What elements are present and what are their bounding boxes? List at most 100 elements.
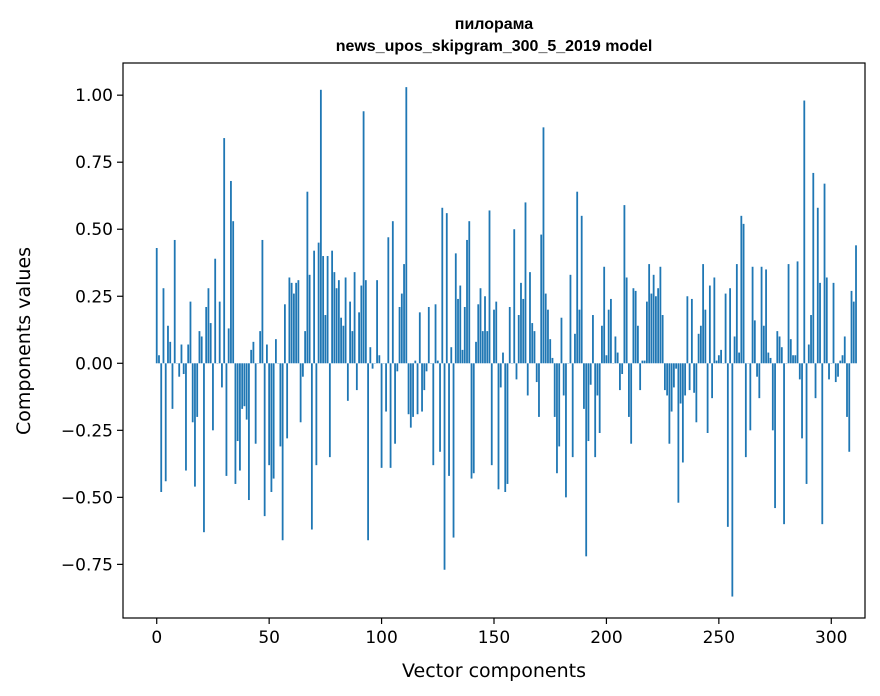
bar-186 <box>574 333 576 364</box>
bar-126 <box>439 363 441 452</box>
x-axis-ticks: 0 50 100 150 200 250 300 <box>151 618 847 648</box>
x-tick-label: 100 <box>365 628 397 648</box>
bar-100 <box>380 363 383 468</box>
bar-166 <box>529 272 531 364</box>
y-tick-label: 0.50 <box>75 220 113 240</box>
bar-184 <box>569 274 572 364</box>
bar-56 <box>281 363 284 541</box>
bar-13 <box>185 363 187 471</box>
bar-146 <box>484 296 486 364</box>
bar-154 <box>502 352 504 364</box>
bar-271 <box>765 269 767 364</box>
bar-124 <box>434 304 437 364</box>
bar-50 <box>268 363 271 466</box>
bar-20 <box>200 336 203 364</box>
bar-84 <box>344 277 347 364</box>
bar-4 <box>164 363 167 482</box>
bar-191 <box>585 363 588 557</box>
x-tick-label: 200 <box>590 628 622 648</box>
bar-77 <box>328 363 331 458</box>
bar-19 <box>198 331 201 364</box>
bar-26 <box>214 258 217 364</box>
bar-12 <box>182 363 185 375</box>
bar-133 <box>454 253 457 364</box>
bar-44 <box>254 363 257 444</box>
bar-301 <box>832 282 835 364</box>
bar-195 <box>594 363 597 458</box>
bar-293 <box>814 363 817 399</box>
bar-156 <box>506 363 509 484</box>
bar-94 <box>367 363 369 541</box>
bar-310 <box>852 301 855 364</box>
bar-11 <box>180 344 183 364</box>
bar-185 <box>571 363 574 458</box>
bar-258 <box>735 264 738 364</box>
bar-62 <box>295 282 298 364</box>
bar-269 <box>760 266 763 364</box>
bar-201 <box>607 309 610 364</box>
bar-82 <box>340 317 342 364</box>
bar-81 <box>337 280 340 364</box>
bar-148 <box>488 210 491 364</box>
bar-238 <box>690 298 693 364</box>
y-axis-label: Components values <box>13 247 35 435</box>
bar-232 <box>677 363 680 503</box>
bar-282 <box>789 339 792 364</box>
bar-285 <box>796 261 799 364</box>
bar-276 <box>776 331 779 364</box>
bar-63 <box>297 280 300 364</box>
bars-group <box>155 87 857 597</box>
bar-129 <box>445 213 448 364</box>
bar-39 <box>243 363 246 407</box>
bar-302 <box>834 363 837 383</box>
bar-83 <box>342 325 345 364</box>
bar-74 <box>322 256 325 364</box>
bar-267 <box>756 363 758 377</box>
bar-286 <box>798 363 801 380</box>
bar-287 <box>801 363 803 439</box>
bar-151 <box>495 301 498 364</box>
bar-288 <box>803 100 806 364</box>
bar-294 <box>816 207 819 364</box>
bar-65 <box>301 363 304 377</box>
bar-93 <box>364 280 367 364</box>
x-tick-label: 150 <box>478 628 510 648</box>
bar-181 <box>562 363 565 396</box>
bar-79 <box>333 272 336 364</box>
bar-198 <box>601 325 603 364</box>
bar-40 <box>245 363 248 420</box>
bar-270 <box>762 325 765 364</box>
bar-306 <box>843 336 846 364</box>
bar-222 <box>654 296 657 364</box>
bar-224 <box>659 266 662 364</box>
bar-216 <box>641 360 644 364</box>
bar-1 <box>158 355 160 364</box>
x-tick-label: 50 <box>258 628 280 648</box>
bar-61 <box>292 293 295 364</box>
bar-38 <box>241 363 244 409</box>
bar-152 <box>497 363 500 490</box>
bar-24 <box>209 323 212 364</box>
bar-179 <box>558 363 561 447</box>
bar-7 <box>171 363 174 409</box>
bar-169 <box>535 363 538 383</box>
bar-161 <box>517 315 520 364</box>
bar-189 <box>580 215 583 364</box>
bar-0 <box>155 248 158 364</box>
bar-199 <box>603 266 606 364</box>
bar-137 <box>463 306 466 364</box>
bar-251 <box>720 349 722 364</box>
bar-41 <box>248 363 250 501</box>
bar-52 <box>272 363 275 479</box>
bar-32 <box>227 328 230 364</box>
y-tick-label: 1.00 <box>75 86 113 106</box>
bar-274 <box>771 363 774 431</box>
bar-187 <box>576 191 579 364</box>
chart-title-line2: news_upos_skipgram_300_5_2019 model <box>336 38 653 55</box>
bar-139 <box>468 221 471 364</box>
bar-236 <box>686 296 689 364</box>
bar-127 <box>441 207 444 364</box>
bar-207 <box>621 363 624 375</box>
bar-28 <box>218 301 221 364</box>
